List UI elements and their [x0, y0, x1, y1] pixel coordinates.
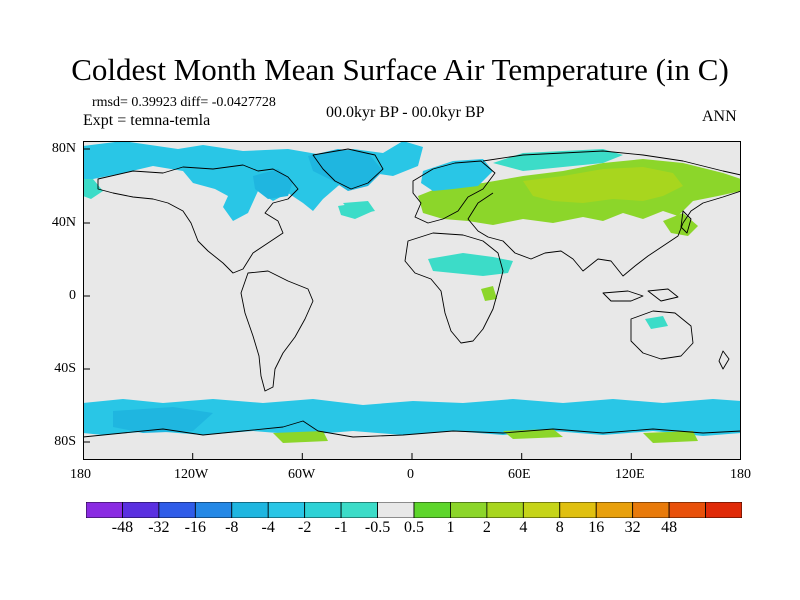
ross-sea-cooling	[113, 407, 213, 433]
colorbar-label: 0.5	[404, 519, 424, 536]
north-africa-cooling	[428, 253, 513, 276]
lat-label-80s: 80S	[54, 434, 76, 449]
coast-indonesia	[602, 288, 679, 302]
lat-label-40n: 40N	[51, 215, 76, 230]
colorbar-label: 4	[519, 519, 528, 536]
lon-label-180e: 180	[730, 467, 751, 482]
colorbar-label: -1	[334, 519, 348, 536]
colorbar-swatch	[668, 502, 706, 518]
colorbar-label: 32	[624, 519, 641, 536]
hudson-cooling	[253, 169, 293, 199]
colorbar-swatch	[377, 502, 415, 518]
colorbar-swatch	[267, 502, 306, 518]
colorbar-swatch	[450, 502, 488, 518]
antarctic-coast-warming-1	[273, 431, 328, 443]
coast-japan	[680, 210, 692, 234]
period-label: 00.0kyr BP - 00.0kyr BP	[326, 104, 485, 121]
colorbar-label: 8	[555, 519, 564, 536]
world-map	[83, 141, 741, 460]
colorbar-swatch	[194, 502, 233, 518]
colorbar-label: 16	[588, 519, 605, 536]
anomaly-fields	[83, 141, 741, 443]
lat-label-0: 0	[69, 288, 76, 303]
colorbar-label: -2	[297, 519, 312, 536]
colorbar-label: 2	[482, 519, 491, 536]
greenland-cooling	[308, 149, 383, 191]
colorbar-swatch	[340, 502, 378, 518]
coast-north-america	[97, 164, 299, 274]
lat-label-40s: 40S	[54, 361, 76, 376]
east-asia-warming	[663, 213, 698, 236]
lon-label-120e: 120E	[615, 467, 645, 482]
map-ticks	[83, 148, 632, 460]
colorbar-swatch	[632, 502, 670, 518]
southern-ocean-cooling	[83, 399, 741, 436]
colorbar-swatch	[559, 502, 597, 518]
lon-label-0: 0	[407, 467, 414, 482]
colorbar-swatch	[304, 502, 342, 518]
lon-label-60e: 60E	[508, 467, 531, 482]
experiment-label: Expt = temna-temla	[83, 112, 211, 129]
lat-label-80n: 80N	[51, 141, 76, 156]
coast-south-america	[240, 270, 314, 392]
coast-europe	[412, 160, 496, 224]
colorbar-swatch	[486, 502, 524, 518]
coast-greenland	[312, 148, 384, 190]
colorbar-swatch	[158, 502, 196, 518]
colorbar	[86, 502, 742, 518]
lon-label-120w: 120W	[174, 467, 209, 482]
colorbar-swatch	[522, 502, 561, 518]
coast-australia	[630, 310, 694, 360]
colorbar-label: -4	[261, 519, 275, 536]
colorbar-label: 48	[661, 519, 678, 536]
rmsd-diff-label: rmsd= 0.39923 diff= -0.0427728	[92, 95, 276, 110]
season-label: ANN	[702, 108, 737, 125]
colorbar-swatch	[595, 502, 634, 518]
colorbar-swatch	[705, 502, 742, 518]
arctic-coast-cooling	[83, 179, 103, 199]
lon-label-180w: 180	[70, 467, 91, 482]
colorbar-swatch	[413, 502, 451, 518]
plot-title: Coldest Month Mean Surface Air Temperatu…	[71, 52, 729, 87]
antarctic-coast-warming-3	[643, 431, 698, 443]
atlantic-cooling	[343, 201, 375, 215]
coastlines	[83, 148, 741, 438]
colorbar-swatch	[86, 502, 123, 518]
colorbar-label: -0.5	[364, 519, 391, 536]
australia-cooling	[645, 316, 668, 329]
colorbar-swatch	[122, 502, 160, 518]
coast-new-zealand	[718, 350, 730, 370]
coast-asia	[467, 150, 741, 277]
coast-africa	[404, 232, 504, 344]
horn-africa-warming	[481, 286, 497, 301]
colorbar-label: -48	[111, 519, 134, 536]
colorbar-swatch	[231, 502, 269, 518]
coast-antarctica	[83, 420, 741, 438]
colorbar-label: 1	[446, 519, 455, 536]
lon-label-60w: 60W	[288, 467, 316, 482]
colorbar-label: -8	[225, 519, 239, 536]
siberia-warming	[523, 167, 683, 203]
colorbar-label: -16	[184, 519, 206, 536]
colorbar-label: -32	[148, 519, 170, 536]
